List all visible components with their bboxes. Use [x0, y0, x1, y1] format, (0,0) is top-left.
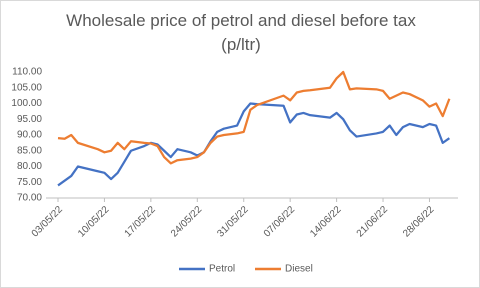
y-tick-label: 75.00: [17, 177, 42, 188]
x-tick-label: 28/06/22: [401, 204, 437, 240]
x-tick-label: 24/05/22: [169, 204, 205, 240]
legend-label: Petrol: [209, 264, 235, 275]
series-line: [57, 70, 451, 165]
legend-label: Diesel: [285, 264, 313, 275]
x-tick-label: 17/05/22: [123, 204, 159, 240]
y-tick-label: 80.00: [17, 161, 42, 172]
y-tick-label: 90.00: [17, 130, 42, 141]
y-tick-label: 100.00: [11, 98, 42, 109]
y-tick-label: 85.00: [17, 145, 42, 156]
x-tick-label: 07/06/22: [262, 204, 298, 240]
y-tick-label: 110.00: [12, 67, 42, 78]
x-tick-label: 21/06/22: [355, 204, 391, 240]
x-tick-label: 03/05/22: [30, 204, 66, 240]
y-tick-label: 95.00: [17, 114, 42, 125]
series-line: [57, 102, 451, 187]
y-tick-label: 105.00: [11, 82, 42, 93]
chart-title: Wholesale price of petrol and diesel bef…: [66, 11, 416, 54]
x-tick-label: 14/06/22: [308, 204, 344, 240]
y-tick-label: 70.00: [17, 193, 42, 204]
x-tick-label: 31/05/22: [215, 204, 251, 240]
x-tick-label: 10/05/22: [76, 204, 112, 240]
